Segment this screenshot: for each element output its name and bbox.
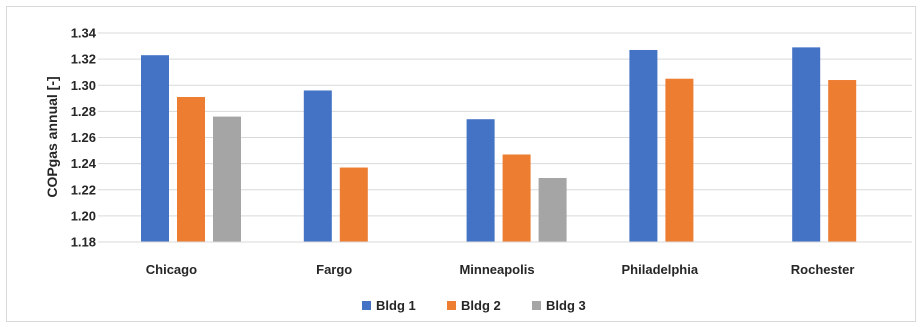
x-category-label: Philadelphia — [622, 262, 699, 277]
y-tick-label: 1.32 — [71, 52, 96, 67]
legend-swatch — [532, 301, 541, 310]
bar-minneapolis-bldg-3 — [538, 177, 567, 242]
legend-swatch — [362, 301, 371, 310]
legend-label: Bldg 2 — [461, 298, 501, 313]
y-tick-label: 1.26 — [71, 130, 96, 145]
bar-philadelphia-bldg-1 — [629, 49, 658, 243]
y-tick-label: 1.28 — [71, 104, 96, 119]
x-category-label: Chicago — [146, 262, 197, 277]
bar-fargo-bldg-1 — [303, 90, 332, 242]
x-axis-categories: Chicago Fargo Minneapolis Philadelphia Roche… — [146, 262, 855, 277]
bar-philadelphia-bldg-2 — [665, 78, 694, 242]
x-category-label: Fargo — [316, 262, 352, 277]
legend: Bldg 1 Bldg 2 Bldg 3 — [362, 298, 586, 313]
bar-chicago-bldg-3 — [213, 116, 241, 242]
bar-chicago-bldg-2 — [177, 97, 205, 242]
y-tick-label: 1.22 — [71, 182, 96, 197]
bar-fargo-bldg-2 — [339, 167, 368, 242]
bar-minneapolis-bldg-2 — [502, 154, 531, 242]
y-tick-label: 1.18 — [71, 235, 96, 250]
y-tick-label: 1.34 — [71, 26, 97, 41]
legend-label: Bldg 1 — [376, 298, 416, 313]
y-axis-label: COPgas annual [-] — [44, 76, 60, 197]
legend-label: Bldg 3 — [546, 298, 586, 313]
y-tick-label: 1.30 — [71, 78, 96, 93]
bar-rochester-bldg-1 — [792, 47, 821, 243]
bar-rochester-bldg-2 — [828, 80, 857, 243]
x-category-label: Rochester — [791, 262, 855, 277]
y-tick-label: 1.24 — [71, 156, 97, 171]
y-tick-label: 1.20 — [71, 208, 96, 223]
bar-minneapolis-bldg-1 — [466, 119, 495, 242]
x-category-label: Minneapolis — [459, 262, 534, 277]
bars — [141, 47, 857, 243]
bar-chicago-bldg-1 — [141, 55, 169, 242]
y-axis-ticks: 1.18 1.20 1.22 1.24 1.26 1.28 1.30 1.32 1.34 — [71, 26, 97, 250]
legend-swatch — [447, 301, 456, 310]
